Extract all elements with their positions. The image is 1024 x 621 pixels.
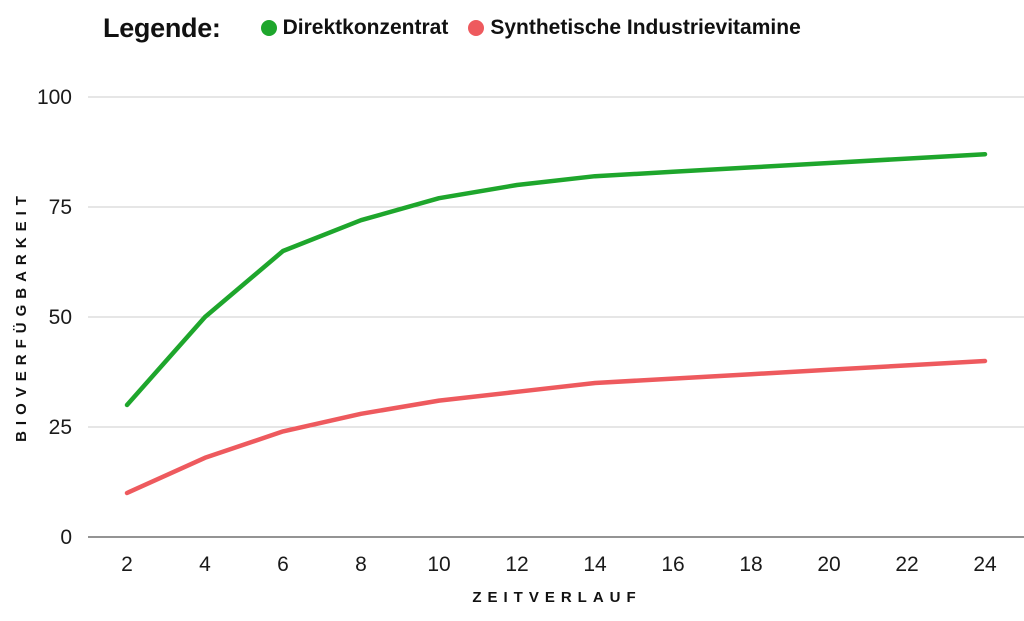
legend-label-direktkonzentrat: Direktkonzentrat bbox=[282, 16, 449, 39]
x-axis-ticks: 2 4 6 8 10 12 14 16 18 20 22 24 bbox=[121, 553, 997, 576]
x-tick-label: 6 bbox=[277, 553, 289, 576]
x-tick-label: 10 bbox=[427, 553, 450, 576]
legend-item-direktkonzentrat: Direktkonzentrat bbox=[260, 16, 449, 40]
legend-swatch-direktkonzentrat bbox=[260, 20, 277, 36]
y-axis-ticks: 0 25 50 75 100 bbox=[37, 86, 72, 549]
gridlines bbox=[88, 96, 1024, 538]
series-lines bbox=[124, 151, 988, 496]
y-tick-label: 0 bbox=[60, 526, 72, 549]
x-tick-label: 8 bbox=[355, 553, 367, 576]
chart-legend: Legende: Direktkonzentrat Synthetische I… bbox=[103, 12, 821, 44]
y-tick-label: 25 bbox=[49, 416, 72, 439]
x-tick-label: 14 bbox=[583, 553, 607, 576]
y-tick-label: 50 bbox=[49, 306, 72, 329]
x-tick-label: 20 bbox=[817, 553, 840, 576]
x-tick-label: 24 bbox=[973, 553, 997, 576]
legend-title: Legende: bbox=[103, 12, 221, 43]
legend-label-synthetische: Synthetische Industrievitamine bbox=[490, 16, 801, 39]
x-tick-label: 18 bbox=[739, 553, 762, 576]
legend-item-synthetische: Synthetische Industrievitamine bbox=[468, 16, 801, 40]
x-tick-label: 22 bbox=[895, 553, 918, 576]
x-axis-title: ZEITVERLAUF bbox=[472, 589, 641, 606]
y-axis-title: BIOVERFÜGBARKEIT bbox=[13, 190, 30, 442]
x-tick-label: 16 bbox=[661, 553, 684, 576]
x-tick-label: 12 bbox=[505, 553, 528, 576]
x-tick-label: 4 bbox=[199, 553, 211, 576]
series-line-direktkonzentrat bbox=[124, 151, 988, 408]
x-tick-label: 2 bbox=[121, 553, 133, 576]
series-line-synthetische bbox=[124, 358, 988, 496]
y-tick-label: 100 bbox=[37, 86, 72, 109]
y-tick-label: 75 bbox=[49, 196, 72, 219]
legend-swatch-synthetische bbox=[468, 20, 485, 36]
